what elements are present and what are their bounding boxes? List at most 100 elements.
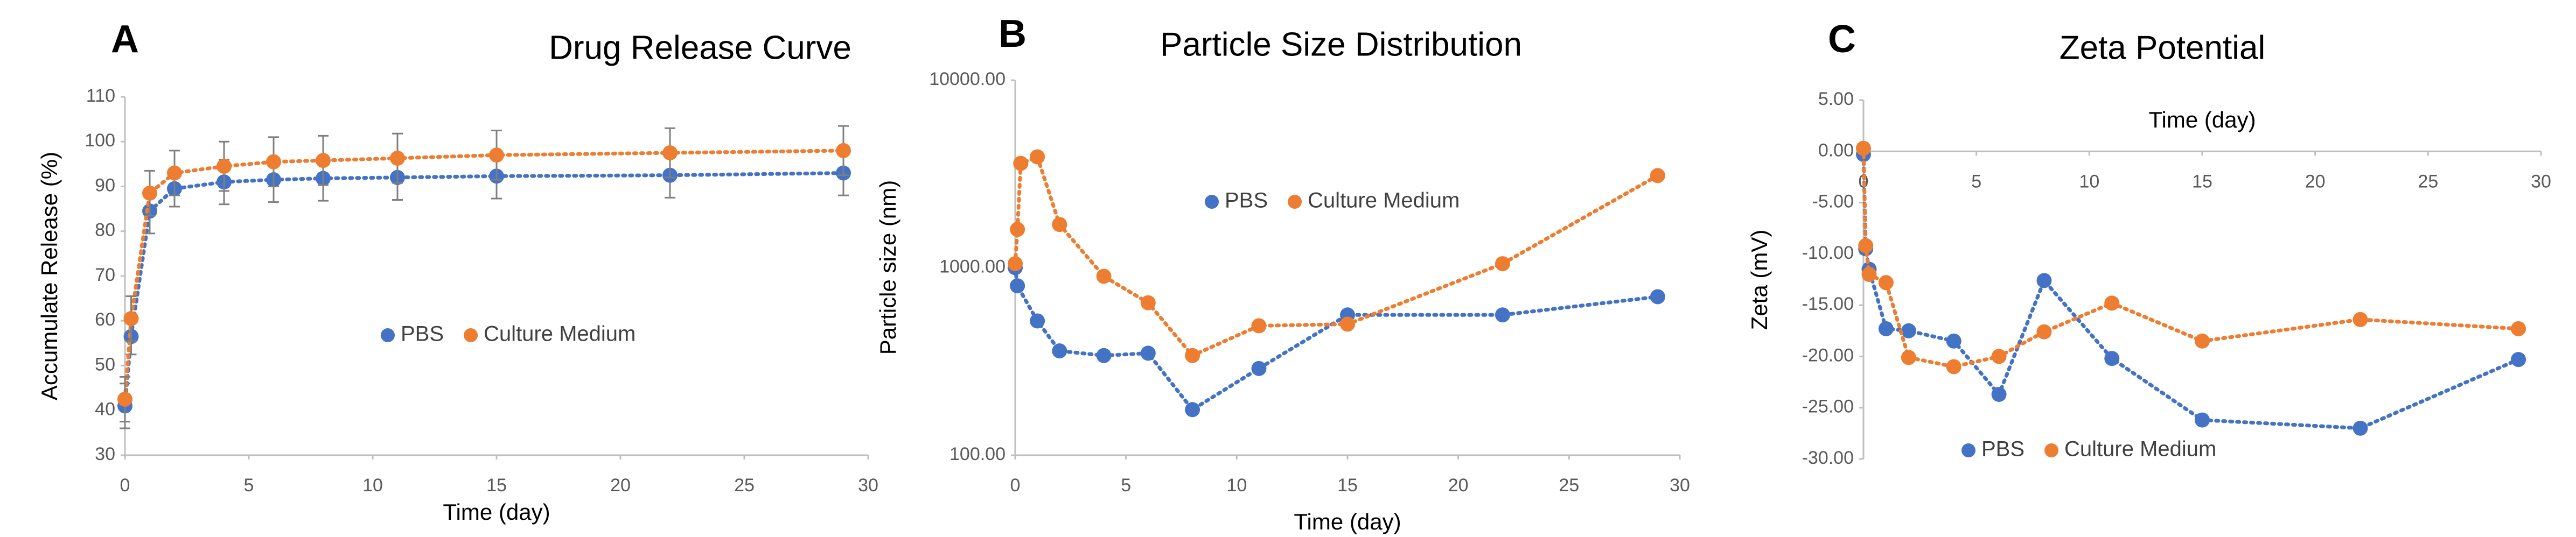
data-point	[1008, 256, 1023, 272]
legend-label: Culture Medium	[1308, 189, 1460, 213]
legend-marker	[381, 328, 395, 342]
x-axis-label: Time (day)	[443, 499, 550, 525]
legend-label: Culture Medium	[484, 322, 636, 346]
data-point	[2195, 333, 2210, 349]
x-tick-label: 5	[1971, 171, 1981, 192]
data-point	[662, 145, 678, 161]
data-point	[2352, 312, 2368, 327]
data-point	[1991, 386, 2007, 402]
data-point	[2511, 321, 2526, 336]
data-point	[836, 143, 851, 158]
y-tick-label: -20.00	[1802, 345, 1854, 365]
x-tick-label: 30	[858, 475, 878, 496]
x-tick-label: 20	[1448, 475, 1469, 496]
x-tick-label: 30	[1670, 475, 1690, 496]
legend-label: PBS	[401, 322, 444, 346]
data-point	[1140, 345, 1156, 361]
x-tick-label: 5	[1121, 475, 1131, 496]
legend-label: PBS	[1981, 437, 2025, 461]
y-tick-label: 90	[95, 175, 115, 195]
data-point	[167, 165, 182, 181]
x-tick-label: 25	[2418, 171, 2438, 192]
data-point	[117, 391, 132, 407]
data-point	[123, 311, 139, 327]
data-point	[316, 153, 331, 168]
panel-label: C	[1828, 18, 1856, 61]
data-point	[390, 151, 405, 166]
y-tick-label: 100	[85, 130, 115, 151]
x-tick-label: 0	[1010, 475, 1021, 496]
y-tick-label: 80	[95, 220, 115, 241]
x-tick-label: 10	[1226, 475, 1247, 496]
data-point	[1140, 295, 1156, 310]
y-axis-label: Particle size (nm)	[875, 180, 900, 355]
y-tick-label: -15.00	[1802, 294, 1854, 314]
legend-marker	[464, 328, 478, 342]
data-point	[1030, 313, 1045, 329]
data-point	[1052, 217, 1067, 232]
y-tick-label: 110	[86, 86, 115, 106]
y-tick-label: 70	[95, 265, 115, 285]
trend-line	[1013, 266, 1660, 412]
data-point	[1946, 359, 1961, 375]
data-point	[1096, 268, 1112, 284]
data-point	[2195, 412, 2210, 428]
legend-marker	[1205, 195, 1219, 209]
data-point	[1858, 238, 1874, 253]
data-point	[1185, 348, 1200, 363]
chart-title: Drug Release Curve	[549, 29, 851, 66]
data-point	[266, 154, 281, 169]
data-point	[1856, 140, 1871, 156]
trend-line	[1861, 152, 2521, 430]
x-tick-label: 15	[486, 475, 507, 496]
y-tick-label: -25.00	[1802, 397, 1854, 417]
x-tick-label: 25	[1559, 475, 1579, 496]
data-point	[2036, 324, 2052, 340]
y-tick-label: -10.00	[1802, 243, 1854, 263]
chart-title: Particle Size Distribution	[1160, 26, 1522, 63]
panel-label: A	[111, 18, 139, 61]
data-point	[1010, 222, 1025, 237]
data-point	[2104, 295, 2120, 311]
data-point	[1901, 350, 1916, 365]
x-tick-label: 25	[734, 475, 755, 496]
data-point	[489, 147, 504, 163]
data-point	[1010, 278, 1025, 294]
data-point	[1096, 348, 1112, 363]
x-tick-label: 20	[2305, 171, 2326, 192]
x-axis-label: Time (day)	[2148, 107, 2256, 132]
x-tick-label: 15	[1337, 475, 1358, 496]
x-tick-label: 10	[2079, 171, 2099, 192]
y-axis-label: Zeta (mV)	[1747, 230, 1772, 330]
y-tick-label: -30.00	[1802, 448, 1854, 468]
trend-line	[1013, 154, 1660, 358]
data-point	[217, 159, 232, 174]
data-point	[1185, 402, 1200, 418]
y-tick-label: 30	[95, 444, 115, 464]
data-point	[1251, 361, 1267, 376]
y-tick-label: 0.00	[1818, 140, 1854, 160]
data-point	[2104, 351, 2120, 366]
data-point	[1946, 333, 1961, 349]
trend-line	[123, 149, 846, 401]
data-point	[1340, 316, 1355, 332]
data-point	[1251, 318, 1267, 334]
legend-marker	[1961, 443, 1975, 457]
data-point	[1878, 275, 1894, 291]
data-point	[1650, 168, 1665, 183]
data-point	[1030, 149, 1045, 165]
legend-label: Culture Medium	[2064, 437, 2216, 461]
x-tick-label: 0	[120, 475, 130, 496]
y-tick-label: 60	[95, 309, 115, 330]
data-point	[142, 185, 157, 201]
y-tick-label: 40	[95, 399, 115, 420]
trend-line	[123, 171, 846, 408]
x-tick-label: 15	[2192, 171, 2212, 192]
data-point	[1013, 156, 1029, 171]
x-tick-label: 5	[244, 475, 254, 496]
x-tick-label: 30	[2531, 171, 2551, 192]
data-point	[2036, 273, 2052, 288]
panel-label: B	[999, 12, 1027, 55]
y-tick-label: 100.00	[950, 444, 1006, 464]
